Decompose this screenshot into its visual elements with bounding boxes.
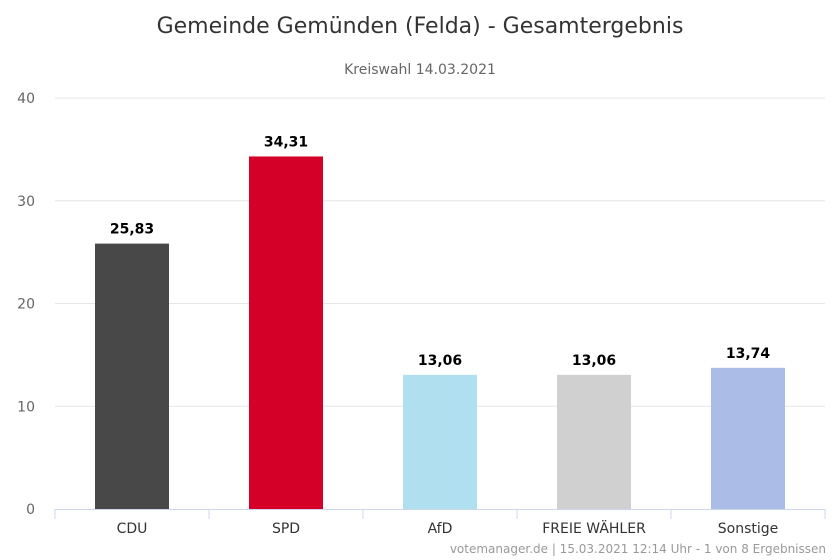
x-tick-label: Sonstige — [718, 521, 779, 537]
x-axis: CDU SPD AfD FREIE WÄHLER Sonstige — [54, 509, 826, 537]
data-label: 13,74 — [726, 346, 771, 362]
y-axis: 0 10 20 30 40 — [17, 91, 35, 518]
bars: 25,83 34,31 13,06 13,06 13,74 — [95, 134, 785, 510]
y-tick-label: 10 — [17, 399, 35, 415]
data-label: 13,06 — [418, 353, 462, 369]
data-label: 25,83 — [110, 222, 154, 238]
x-tick-label: AfD — [428, 521, 453, 537]
bar-cdu[interactable] — [95, 243, 169, 510]
data-label: 34,31 — [264, 134, 308, 150]
y-tick-label: 0 — [26, 502, 35, 518]
y-tick-label: 30 — [17, 194, 35, 210]
bar-spd[interactable] — [249, 156, 323, 509]
x-tick-label: FREIE WÄHLER — [542, 519, 646, 537]
x-tick-label: SPD — [272, 521, 300, 537]
chart-title: Gemeinde Gemünden (Felda) - Gesamtergebn… — [157, 14, 684, 39]
bar-freie-wähler[interactable] — [557, 374, 631, 509]
x-tick-label: CDU — [117, 521, 148, 537]
credits-text[interactable]: votemanager.de | 15.03.2021 12:14 Uhr - … — [450, 542, 826, 556]
chart-subtitle: Kreiswahl 14.03.2021 — [344, 62, 496, 78]
data-label: 13,06 — [572, 353, 616, 369]
y-tick-label: 20 — [17, 297, 35, 313]
bar-sonstige[interactable] — [711, 367, 785, 509]
y-tick-label: 40 — [17, 91, 35, 107]
bar-afd[interactable] — [403, 374, 477, 509]
